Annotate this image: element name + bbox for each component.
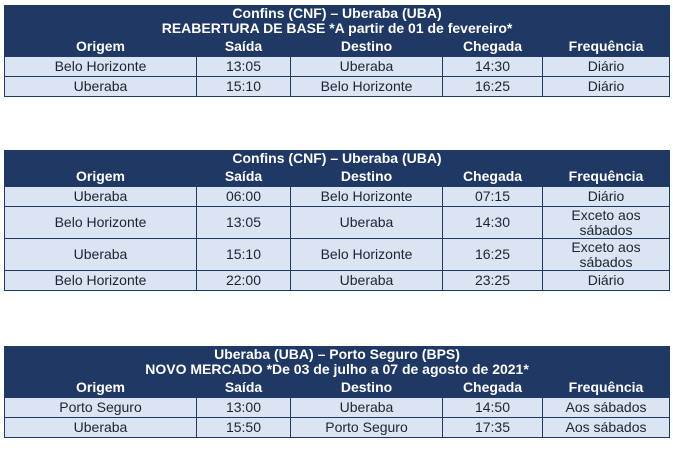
- column-header-destino: Destino: [290, 166, 443, 187]
- table-title-cell: Confins (CNF) – Uberaba (UBA) REABERTURA…: [3, 5, 671, 37]
- table-row: Belo Horizonte 13:05 Uberaba 14:30 Excet…: [4, 206, 670, 239]
- cell-origem: Belo Horizonte: [4, 56, 197, 77]
- cell-origem: Uberaba: [4, 76, 197, 97]
- table-title-cell: Uberaba (UBA) – Porto Seguro (BPS) NOVO …: [3, 346, 671, 378]
- cell-origem: Uberaba: [4, 238, 197, 271]
- cell-chegada: 17:35: [442, 417, 543, 438]
- table-title-row: Uberaba (UBA) – Porto Seguro (BPS) NOVO …: [3, 346, 671, 378]
- cell-frequencia: Exceto aos sábados: [542, 238, 670, 271]
- cell-frequencia: Diário: [541, 76, 671, 97]
- schedule-table-cnf-uba-reopening: Confins (CNF) – Uberaba (UBA) REABERTURA…: [3, 5, 671, 97]
- cell-chegada: 07:15: [442, 186, 543, 207]
- cell-frequencia: Diário: [542, 186, 670, 207]
- cell-saida: 15:50: [196, 417, 291, 438]
- column-header-row: Origem Saída Destino Chegada Frequência: [4, 377, 671, 398]
- column-header-frequencia: Frequência: [542, 166, 670, 187]
- column-header-chegada: Chegada: [442, 166, 543, 187]
- column-header-destino: Destino: [290, 377, 443, 398]
- column-header-origem: Origem: [4, 166, 197, 187]
- cell-frequencia: Aos sábados: [541, 397, 671, 418]
- cell-chegada: 14:50: [442, 397, 543, 418]
- cell-destino: Uberaba: [290, 206, 443, 239]
- cell-destino: Belo Horizonte: [290, 76, 443, 97]
- cell-destino: Uberaba: [290, 270, 443, 291]
- table-title: Confins (CNF) – Uberaba (UBA): [232, 150, 442, 166]
- column-header-saida: Saída: [196, 377, 291, 398]
- cell-origem: Porto Seguro: [4, 397, 197, 418]
- cell-frequencia: Diário: [542, 270, 670, 291]
- table-title-row: Confins (CNF) – Uberaba (UBA): [4, 150, 670, 167]
- table-row: Porto Seguro 13:00 Uberaba 14:50 Aos sáb…: [4, 397, 671, 418]
- column-header-saida: Saída: [196, 166, 291, 187]
- cell-origem: Belo Horizonte: [4, 206, 197, 239]
- table-title-row: Confins (CNF) – Uberaba (UBA) REABERTURA…: [3, 5, 671, 37]
- cell-origem: Uberaba: [4, 417, 197, 438]
- column-header-origem: Origem: [4, 377, 197, 398]
- table-row: Belo Horizonte 13:05 Uberaba 14:30 Diári…: [4, 56, 671, 77]
- cell-destino: Uberaba: [290, 56, 443, 77]
- column-header-row: Origem Saída Destino Chegada Frequência: [4, 166, 670, 187]
- cell-saida: 13:00: [196, 397, 291, 418]
- cell-destino: Belo Horizonte: [290, 238, 443, 271]
- cell-origem: Belo Horizonte: [4, 270, 197, 291]
- column-header-frequencia: Frequência: [541, 377, 671, 398]
- table-row: Uberaba 15:50 Porto Seguro 17:35 Aos sáb…: [4, 417, 671, 438]
- cell-frequencia: Diário: [541, 56, 671, 77]
- cell-saida: 13:05: [196, 206, 291, 239]
- cell-saida: 15:10: [196, 76, 291, 97]
- schedule-table-uba-bps: Uberaba (UBA) – Porto Seguro (BPS) NOVO …: [3, 346, 671, 438]
- table-subtitle: REABERTURA DE BASE *A partir de 01 de fe…: [161, 20, 513, 36]
- cell-frequencia: Aos sábados: [541, 417, 671, 438]
- cell-saida: 22:00: [196, 270, 291, 291]
- cell-origem: Uberaba: [4, 186, 197, 207]
- cell-chegada: 23:25: [442, 270, 543, 291]
- cell-destino: Porto Seguro: [290, 417, 443, 438]
- cell-saida: 13:05: [196, 56, 291, 77]
- column-header-chegada: Chegada: [442, 377, 543, 398]
- cell-destino: Uberaba: [290, 397, 443, 418]
- column-header-chegada: Chegada: [442, 36, 543, 57]
- column-header-destino: Destino: [290, 36, 443, 57]
- column-header-frequencia: Frequência: [541, 36, 671, 57]
- table-row: Uberaba 15:10 Belo Horizonte 16:25 Diári…: [4, 76, 671, 97]
- table-subtitle: NOVO MERCADO *De 03 de julho a 07 de ago…: [145, 361, 529, 377]
- table-title-cell: Confins (CNF) – Uberaba (UBA): [4, 150, 670, 167]
- cell-saida: 15:10: [196, 238, 291, 271]
- table-title: Uberaba (UBA) – Porto Seguro (BPS): [214, 346, 460, 362]
- cell-frequencia: Exceto aos sábados: [542, 206, 670, 239]
- column-header-saida: Saída: [196, 36, 291, 57]
- cell-saida: 06:00: [196, 186, 291, 207]
- table-row: Belo Horizonte 22:00 Uberaba 23:25 Diári…: [4, 270, 670, 291]
- column-header-origem: Origem: [4, 36, 197, 57]
- cell-chegada: 16:25: [442, 238, 543, 271]
- column-header-row: Origem Saída Destino Chegada Frequência: [4, 36, 671, 57]
- cell-destino: Belo Horizonte: [290, 186, 443, 207]
- cell-chegada: 14:30: [442, 56, 543, 77]
- cell-chegada: 14:30: [442, 206, 543, 239]
- table-row: Uberaba 06:00 Belo Horizonte 07:15 Diári…: [4, 186, 670, 207]
- cell-chegada: 16:25: [442, 76, 543, 97]
- schedule-table-cnf-uba: Confins (CNF) – Uberaba (UBA) Origem Saí…: [4, 150, 670, 291]
- table-title: Confins (CNF) – Uberaba (UBA): [232, 5, 442, 21]
- table-row: Uberaba 15:10 Belo Horizonte 16:25 Excet…: [4, 238, 670, 271]
